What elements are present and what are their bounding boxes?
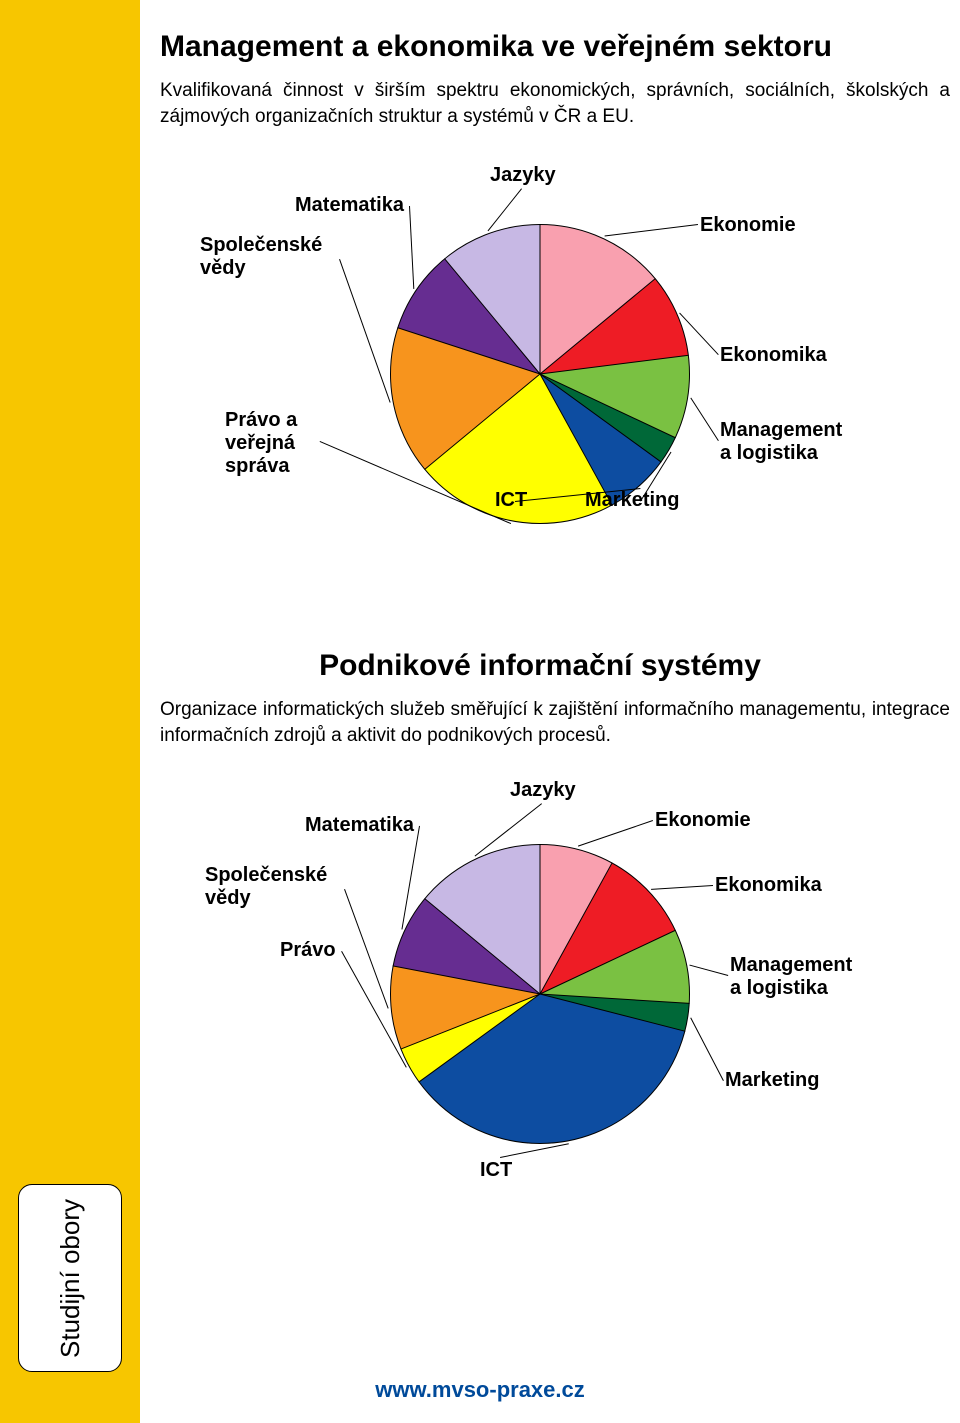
slice-label: Společenskévědy [205,864,327,910]
section2-desc: Organizace informatických služeb směřují… [160,697,950,748]
leader-line [690,398,719,442]
slice-label: Společenskévědy [200,234,322,280]
vertical-tab-label: Studijní obory [55,1199,86,1358]
slice-label: Ekonomie [700,214,796,237]
pie-dividers [390,224,690,524]
leader-line [690,1017,724,1081]
slice-label: Jazyky [510,779,576,802]
section-management: Management a ekonomika ve veřejném sekto… [160,30,960,589]
chart-management-ekonomika: Ekonomie Ekonomika Managementa logistika Ma… [160,159,920,589]
section2-heading: Podnikové informační systémy [160,649,920,683]
section-podnikove: Podnikové informační systémy Organizace … [160,649,960,1208]
leader-line [344,889,389,1009]
slice-label: Ekonomika [720,344,827,367]
content: Management a ekonomika ve veřejném sekto… [160,0,960,1209]
page: Studijní obory Management a ekonomika ve… [0,0,960,1423]
slice-label: Marketing [725,1069,819,1092]
section1-heading: Management a ekonomika ve veřejném sekto… [160,30,960,64]
slice-label: Právo [280,939,336,962]
slice-label: Jazyky [490,164,556,187]
footer-url: www.mvso-praxe.cz [375,1377,584,1403]
slice-label: Managementa logistika [720,419,842,465]
pie-dividers [390,844,690,1144]
chart-podnikove-is: Ekonomie Ekonomika Managementa logistika Ma… [160,779,920,1209]
slice-label: Matematika [305,814,414,837]
leader-line [577,820,653,847]
leader-line [339,259,391,403]
slice-label: Matematika [295,194,404,217]
slice-label: Ekonomie [655,809,751,832]
leader-line [689,964,728,975]
vertical-tab-studijni-obory: Studijní obory [18,1184,122,1372]
slice-label: Právo aveřejnáspráva [225,409,297,478]
slice-label: Ekonomika [715,874,822,897]
slice-label: ICT [480,1159,512,1182]
slice-label: Managementa logistika [730,954,852,1000]
section1-desc: Kvalifikovaná činnost v širším spektru e… [160,78,950,129]
leader-line [500,1143,569,1158]
